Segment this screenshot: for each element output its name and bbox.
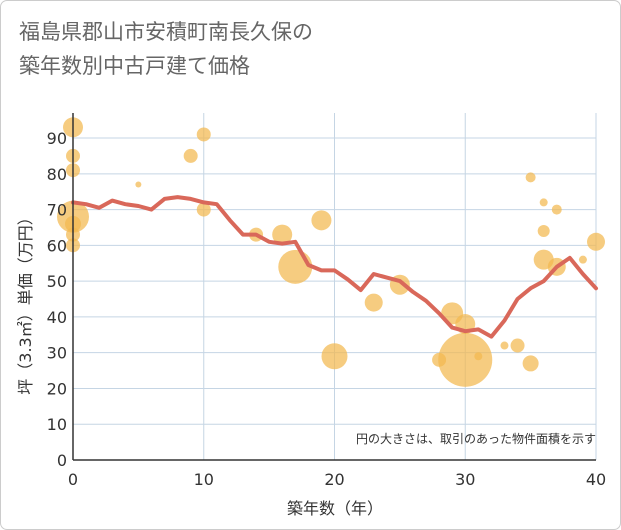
chart-title: 福島県郡山市安積町南長久保の 築年数別中古戸建て価格	[19, 20, 313, 78]
bubble-point-26	[525, 172, 536, 183]
bubble-point-25	[522, 355, 539, 372]
y-tick-50: 50	[47, 272, 67, 291]
y-axis-label: 坪（3.3㎡）単価（万円）	[16, 209, 35, 394]
average-price-line	[71, 195, 598, 339]
x-tick-20: 20	[324, 470, 344, 489]
axes	[72, 113, 596, 461]
tick-labels: 0 10 20 30 40 0 10 20 30 40 50 60 70 80 90	[47, 129, 607, 489]
x-tick-30: 30	[455, 470, 475, 489]
y-tick-20: 20	[47, 379, 67, 398]
bubble-point-22	[474, 352, 483, 361]
grid-lines	[73, 113, 597, 460]
x-tick-10: 10	[194, 470, 214, 489]
y-tick-80: 80	[47, 165, 67, 184]
bubble-point-9	[196, 127, 211, 142]
y-tick-30: 30	[47, 344, 67, 363]
x-axis-label: 築年数（年）	[287, 499, 383, 518]
y-tick-70: 70	[47, 201, 67, 220]
bubble-point-16	[364, 293, 383, 312]
y-tick-90: 90	[47, 129, 67, 148]
bubble-point-31	[551, 204, 562, 215]
x-tick-40: 40	[586, 470, 606, 489]
bubble-point-23	[500, 341, 509, 350]
bubble-point-8	[183, 148, 198, 163]
bubble-point-12	[272, 224, 293, 245]
bubble-point-24	[510, 338, 525, 353]
bubble-point-27	[539, 198, 548, 207]
y-tick-60: 60	[47, 236, 67, 255]
y-tick-10: 10	[47, 415, 67, 434]
bubble-series	[57, 117, 605, 387]
bubble-point-7	[135, 181, 142, 188]
bubble-point-13	[278, 249, 313, 284]
bubble-point-15	[321, 343, 348, 370]
bubble-point-14	[311, 210, 332, 231]
size-legend-note: 円の大きさは、取引のあった物件面積を示す	[356, 431, 596, 446]
x-tick-0: 0	[68, 470, 78, 489]
y-tick-40: 40	[47, 308, 67, 327]
bubble-point-28	[537, 225, 550, 238]
bubble-point-10	[196, 202, 211, 217]
bubble-point-21	[438, 332, 493, 387]
bubble-point-33	[587, 232, 605, 251]
y-tick-0: 0	[57, 451, 67, 470]
bubble-point-32	[578, 255, 587, 264]
